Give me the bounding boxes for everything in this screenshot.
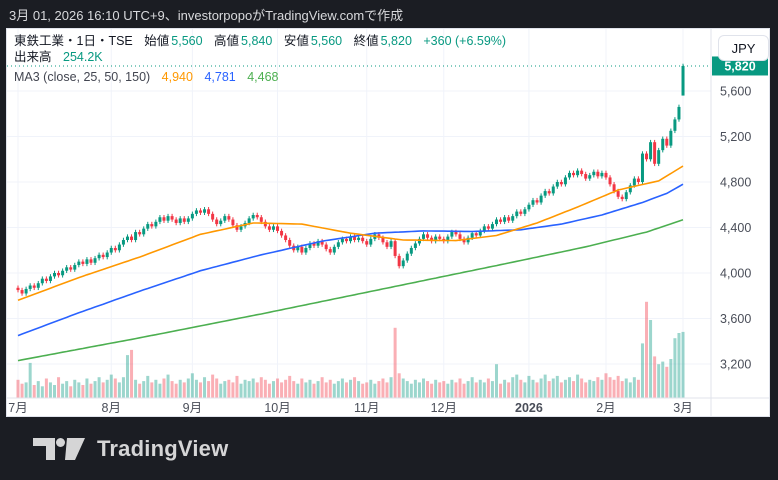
chart-legend: 東鉄工業・1日・TSE 始値 5,560 高値 5,840 安値 5,560 終値 5,… [14, 33, 506, 85]
x-tick-label: 11月 [354, 401, 379, 415]
high-label: 高値 [214, 34, 240, 48]
legend-symbol-row: 東鉄工業・1日・TSE 始値 5,560 高値 5,840 安値 5,560 終値 5,… [14, 33, 506, 49]
time-axis[interactable]: 7月 8月 9月 10月 11月 12月 2026 2月 3月 [8, 401, 692, 415]
ma50-line [17, 183, 684, 337]
x-tick-label: 2月 [596, 401, 615, 415]
grid-lines [7, 29, 711, 397]
snapshot-attribution-text: 3月 01, 2026 16:10 UTC+9、investorpopoがTra… [9, 7, 404, 23]
low-value: 5,560 [310, 34, 343, 48]
ma150-line [17, 219, 684, 362]
x-tick-label: 8月 [102, 401, 121, 415]
ma50-value: 4,781 [204, 70, 236, 84]
change-value: +360 (+6.59%) [423, 34, 507, 48]
x-tick-label: 2026 [515, 401, 543, 415]
x-tick-label: 3月 [673, 401, 692, 415]
y-tick-label: 4,000 [720, 267, 751, 281]
close-value: 5,820 [380, 34, 412, 48]
close-label: 終値 [353, 34, 379, 48]
chart-panel: 5,600 5,200 4,800 4,400 4,000 3,600 3,200 5,820… [6, 28, 770, 417]
tradingview-brand-text[interactable]: TradingView [97, 435, 229, 461]
volume-label: 出来高 [14, 50, 52, 64]
snapshot-header-bar: 3月 01, 2026 16:10 UTC+9、investorpopoがTra… [0, 0, 778, 28]
y-tick-label: 5,600 [720, 85, 751, 99]
x-tick-label: 7月 [8, 401, 27, 415]
high-value: 5,840 [241, 34, 273, 48]
last-price-tag-value: 5,820 [724, 59, 755, 73]
open-label: 始値 [144, 34, 170, 48]
price-axis[interactable]: 5,600 5,200 4,800 4,400 4,000 3,600 3,200 [720, 85, 751, 372]
y-tick-label: 4,400 [720, 221, 751, 235]
ma-label: MA3 (close, 25, 50, 150) [14, 70, 151, 84]
last-price-tag [712, 56, 768, 76]
y-tick-label: 5,200 [720, 130, 751, 144]
ma25-line [17, 165, 684, 302]
legend-ma-row: MA3 (close, 25, 50, 150) 4,940 4,781 4,4… [14, 69, 506, 85]
open-value: 5,560 [171, 34, 203, 48]
x-tick-label: 12月 [431, 401, 457, 415]
y-tick-label: 4,800 [720, 176, 751, 190]
ma25-value: 4,940 [161, 70, 193, 84]
candlesticks [16, 63, 685, 296]
currency-label: JPY [731, 40, 756, 56]
legend-volume-row: 出来高 254.2K [14, 49, 506, 65]
volume-bars [16, 301, 685, 398]
ma150-value: 4,468 [247, 70, 279, 84]
x-tick-label: 10月 [264, 401, 290, 415]
symbol-title: 東鉄工業・1日・TSE [14, 34, 133, 48]
x-tick-label: 9月 [183, 401, 202, 415]
footer-bar: TradingView [0, 417, 778, 480]
price-chart-canvas[interactable]: 5,600 5,200 4,800 4,400 4,000 3,600 3,200 5,820… [7, 29, 769, 416]
y-tick-label: 3,200 [720, 358, 751, 372]
y-tick-label: 3,600 [720, 312, 751, 326]
currency-button[interactable]: JPY [718, 35, 769, 61]
volume-value: 254.2K [63, 50, 103, 64]
tradingview-logo-icon[interactable] [33, 437, 87, 461]
low-label: 安値 [283, 34, 309, 48]
